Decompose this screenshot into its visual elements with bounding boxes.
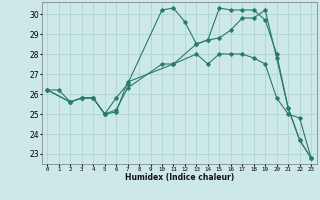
X-axis label: Humidex (Indice chaleur): Humidex (Indice chaleur) bbox=[124, 173, 234, 182]
